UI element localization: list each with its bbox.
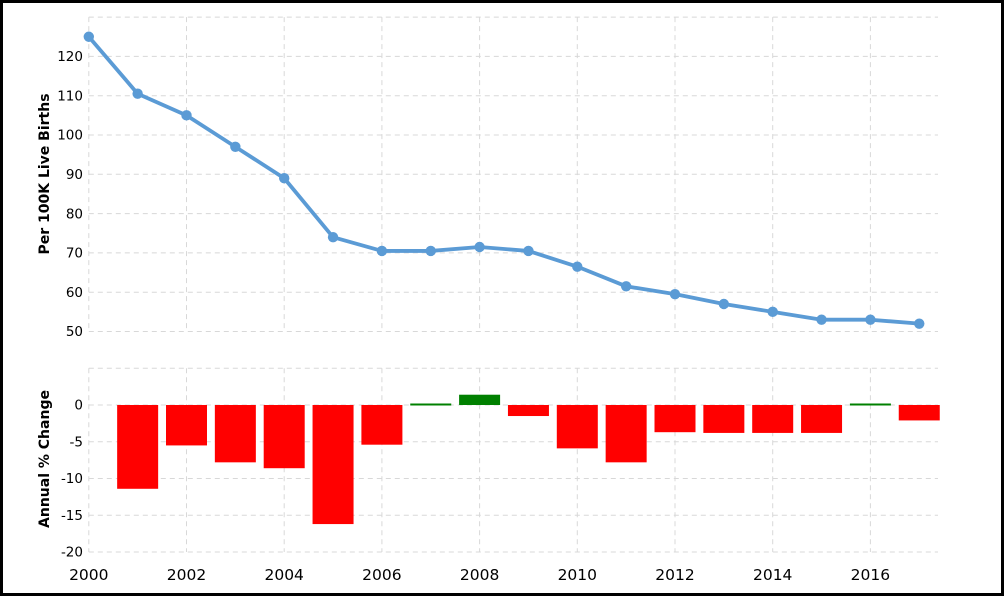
y-tick-top-90: 90 <box>66 167 83 183</box>
bar-2007 <box>410 403 452 406</box>
data-point-2013 <box>718 298 730 310</box>
data-point-2003 <box>230 141 241 152</box>
data-point-2016 <box>865 314 876 325</box>
data-point-2005 <box>327 231 339 243</box>
bar-2017 <box>898 405 940 421</box>
bar-2009 <box>507 405 549 417</box>
data-point-2006 <box>376 245 388 257</box>
bar-2011 <box>605 405 647 463</box>
top-y-axis-title: Per 100K Live Births <box>37 93 53 254</box>
y-tick-top-100: 100 <box>57 128 83 144</box>
y-tick-top-70: 70 <box>66 246 83 262</box>
y-tick-top-110: 110 <box>57 88 83 104</box>
line-series-per-100k <box>83 31 925 329</box>
bar-2014 <box>752 405 794 433</box>
bar-2001 <box>117 405 159 489</box>
y-tick-bottom-0: 0 <box>74 398 83 414</box>
bottom-y-axis-title: Annual % Change <box>37 390 53 528</box>
bar-2013 <box>703 405 745 433</box>
bar-2006 <box>361 405 403 445</box>
data-point-2017 <box>914 318 925 329</box>
data-point-2002 <box>181 110 192 121</box>
y-tick-bottom--15: -15 <box>61 508 83 524</box>
data-point-2000 <box>83 31 95 42</box>
bar-2004 <box>263 405 305 469</box>
y-tick-bottom--20: -20 <box>61 545 83 561</box>
x-tick-2012: 2012 <box>655 566 694 584</box>
x-tick-2014: 2014 <box>753 566 792 584</box>
data-point-2001 <box>132 88 143 99</box>
x-tick-2000: 2000 <box>69 566 108 584</box>
bar-2016 <box>849 403 891 406</box>
grid-layer <box>88 16 938 553</box>
x-tick-2006: 2006 <box>362 566 401 584</box>
data-point-2015 <box>816 314 827 325</box>
x-tick-2004: 2004 <box>264 566 303 584</box>
y-tick-top-120: 120 <box>57 49 83 65</box>
y-tick-top-80: 80 <box>66 206 83 222</box>
bar-2010 <box>556 405 598 449</box>
trend-line <box>86 34 922 326</box>
data-point-2008 <box>474 241 485 253</box>
y-tick-bottom--5: -5 <box>70 434 83 450</box>
data-point-2011 <box>620 281 632 292</box>
data-point-2014 <box>767 306 778 318</box>
x-tick-2010: 2010 <box>558 566 597 584</box>
bar-2005 <box>312 405 354 525</box>
data-point-2010 <box>572 261 583 272</box>
y-tick-bottom--10: -10 <box>61 471 83 487</box>
x-tick-2008: 2008 <box>460 566 499 584</box>
bar-2003 <box>214 405 256 463</box>
bar-series-annual-change <box>117 394 940 525</box>
bar-2002 <box>166 405 207 446</box>
bar-2012 <box>654 405 696 433</box>
x-tick-2002: 2002 <box>167 566 206 584</box>
data-point-2012 <box>669 288 681 300</box>
y-tick-top-50: 50 <box>66 324 83 340</box>
data-point-2007 <box>425 245 436 257</box>
data-point-2009 <box>523 245 534 257</box>
bar-2015 <box>801 405 843 433</box>
y-tick-top-60: 60 <box>66 285 83 301</box>
axis-tick-labels: 120 110 100 90 80 70 60 50 0 -5 -10 -15 -20 2000 2002 2… <box>57 49 890 584</box>
data-point-2004 <box>279 173 290 184</box>
x-tick-2016: 2016 <box>851 566 890 584</box>
bar-2008 <box>459 394 501 405</box>
